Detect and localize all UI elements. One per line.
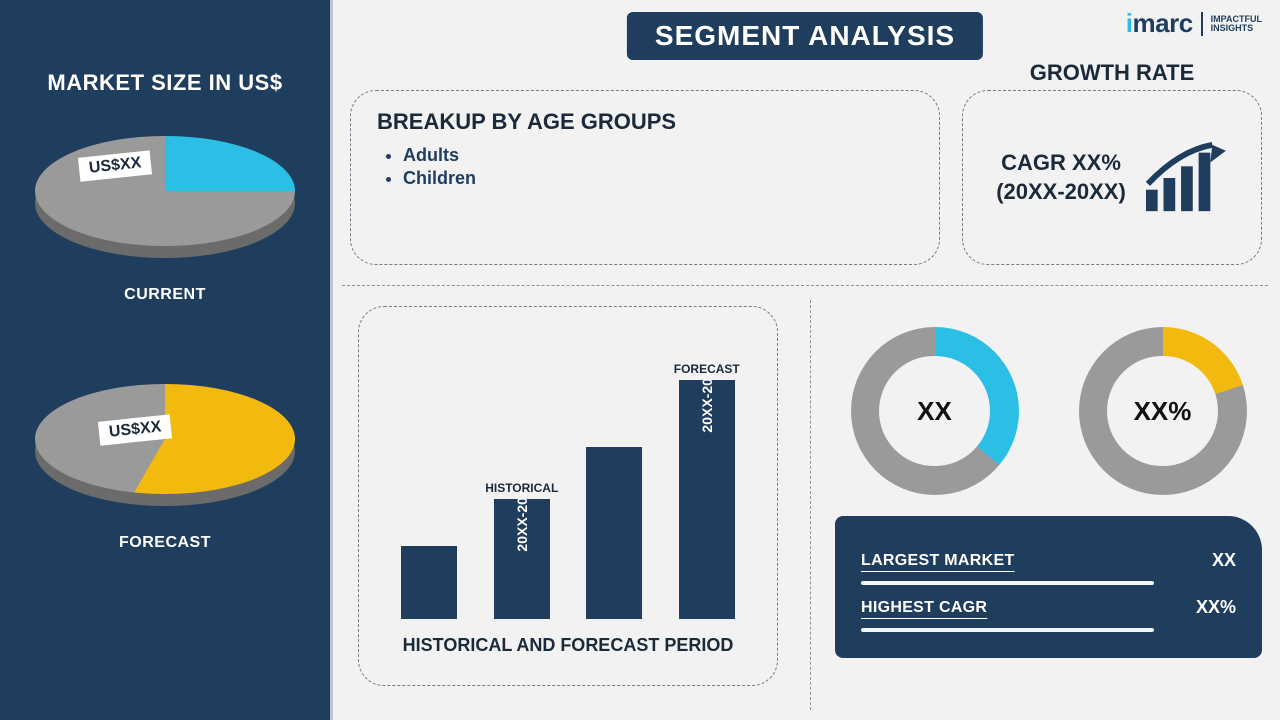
stats-panel: XX XX% LARGEST MARKET XX HIGHEST CAGR XX% (835, 306, 1262, 706)
pie-forecast-caption: FORECAST (119, 534, 211, 552)
breakup-item: Adults (403, 145, 913, 166)
growth-heading: GROWTH RATE (962, 60, 1262, 86)
divider-horizontal (342, 285, 1268, 286)
pie-current-caption: CURRENT (124, 286, 206, 304)
metric-bar (861, 628, 1154, 632)
hf-bar: 20XX-20XXHISTORICAL (494, 499, 550, 619)
hf-bar-tag: HISTORICAL (485, 481, 558, 495)
pie-current: US$XX (35, 136, 295, 256)
metric-card: LARGEST MARKET XX HIGHEST CAGR XX% (835, 516, 1262, 658)
donut-right-value: XX% (1134, 396, 1192, 427)
hf-bar (401, 546, 457, 619)
breakup-item: Children (403, 168, 913, 189)
right-panel: SEGMENT ANALYSIS imarc IMPACTFUL INSIGHT… (330, 0, 1280, 720)
metric-label: LARGEST MARKET (861, 552, 1015, 570)
hf-bar: 20XX-20XXFORECAST (679, 380, 735, 619)
donut-right: XX% (1079, 327, 1247, 495)
logo-text: imarc (1126, 8, 1193, 39)
metric-row: LARGEST MARKET XX (861, 550, 1236, 571)
pie-forecast: US$XX (35, 384, 295, 504)
donut-row: XX XX% (835, 306, 1262, 516)
growth-chart-arrow-icon (1140, 139, 1228, 217)
hf-bar-chart: 20XX-20XXHISTORICAL 20XX-20XXFORECAST (383, 329, 753, 619)
donut-left: XX (851, 327, 1019, 495)
logo-divider-icon (1201, 12, 1203, 36)
banner-title: SEGMENT ANALYSIS (627, 12, 983, 60)
brand-logo: imarc IMPACTFUL INSIGHTS (1126, 8, 1262, 39)
metric-label: HIGHEST CAGR (861, 599, 987, 617)
hf-bar (586, 447, 642, 619)
hf-caption: HISTORICAL AND FORECAST PERIOD (383, 635, 753, 656)
breakup-box: BREAKUP BY AGE GROUPS AdultsChildren (350, 90, 940, 265)
historical-forecast-box: 20XX-20XXHISTORICAL 20XX-20XXFORECAST HIS… (358, 306, 778, 686)
breakup-list: AdultsChildren (377, 145, 913, 189)
metric-row: HIGHEST CAGR XX% (861, 597, 1236, 618)
left-title: MARKET SIZE IN US$ (47, 70, 282, 96)
breakup-heading: BREAKUP BY AGE GROUPS (377, 109, 913, 135)
donut-left-value: XX (917, 396, 952, 427)
logo-tagline: IMPACTFUL INSIGHTS (1211, 15, 1262, 33)
divider-vertical (810, 300, 811, 710)
pie-current-top (35, 136, 295, 246)
metric-value: XX (1212, 550, 1236, 571)
pie-forecast-top (35, 384, 295, 494)
left-panel: MARKET SIZE IN US$ US$XX CURRENT US$XX F… (0, 0, 330, 720)
metric-bar (861, 581, 1154, 585)
growth-line1: CAGR XX% (996, 149, 1126, 178)
growth-text: CAGR XX% (20XX-20XX) (996, 149, 1126, 206)
growth-box: CAGR XX% (20XX-20XX) (962, 90, 1262, 265)
hf-bar-tag: FORECAST (674, 362, 740, 376)
infographic-page: MARKET SIZE IN US$ US$XX CURRENT US$XX F… (0, 0, 1280, 720)
metric-value: XX% (1196, 597, 1236, 618)
growth-line2: (20XX-20XX) (996, 178, 1126, 207)
